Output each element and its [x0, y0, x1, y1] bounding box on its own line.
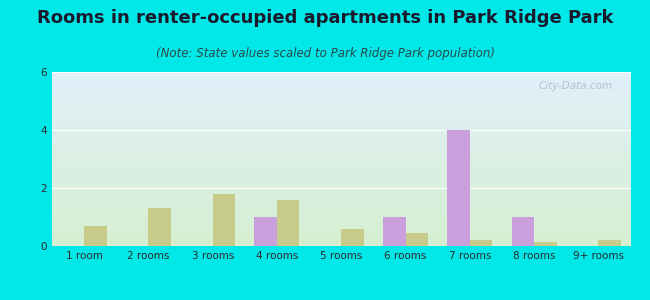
- Bar: [383, 217, 406, 246]
- Bar: [470, 240, 492, 246]
- Bar: [534, 242, 556, 246]
- Bar: [599, 240, 621, 246]
- Bar: [341, 229, 364, 246]
- Bar: [512, 217, 534, 246]
- Text: (Note: State values scaled to Park Ridge Park population): (Note: State values scaled to Park Ridge…: [155, 46, 495, 59]
- Bar: [213, 194, 235, 246]
- Bar: [148, 208, 171, 246]
- Bar: [255, 217, 277, 246]
- Bar: [277, 200, 300, 246]
- Text: Rooms in renter-occupied apartments in Park Ridge Park: Rooms in renter-occupied apartments in P…: [37, 9, 613, 27]
- Bar: [84, 226, 107, 246]
- Bar: [406, 233, 428, 246]
- Bar: [447, 130, 470, 246]
- Text: City-Data.com: City-Data.com: [539, 81, 613, 91]
